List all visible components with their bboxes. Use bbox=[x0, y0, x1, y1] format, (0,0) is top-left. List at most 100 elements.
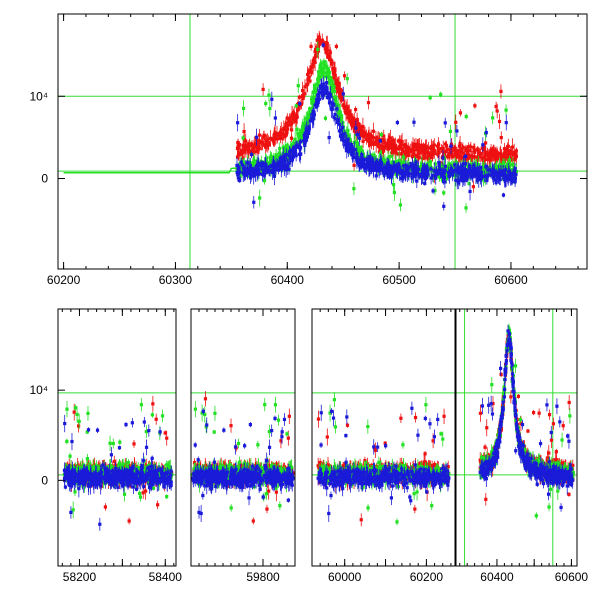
top-red-point bbox=[309, 42, 312, 51]
top-green-point bbox=[352, 182, 355, 195]
top-red-marker bbox=[482, 147, 485, 150]
top-green-marker bbox=[399, 203, 402, 206]
top-red-marker bbox=[306, 83, 309, 86]
top-green-point bbox=[465, 114, 468, 120]
top-red-marker bbox=[236, 141, 239, 144]
top-red-marker bbox=[444, 142, 447, 145]
top-blue-marker bbox=[287, 168, 290, 171]
top-red-marker bbox=[291, 113, 294, 116]
top-red-marker bbox=[376, 140, 379, 143]
top-red-marker bbox=[505, 151, 508, 154]
top-red-marker bbox=[487, 157, 490, 160]
top-green-marker bbox=[311, 101, 314, 104]
top-red-marker bbox=[472, 185, 475, 188]
top-red-marker bbox=[343, 106, 346, 109]
top-green-point bbox=[268, 100, 271, 116]
top-green-point bbox=[258, 190, 261, 207]
top-red-marker bbox=[503, 155, 506, 158]
top-green-marker bbox=[295, 104, 298, 107]
top-green-marker bbox=[502, 161, 505, 164]
top-green-marker bbox=[380, 133, 383, 136]
top-green-point bbox=[267, 89, 270, 102]
top-red-marker bbox=[306, 73, 309, 76]
top-red-marker bbox=[264, 146, 267, 149]
top-green-point bbox=[491, 112, 494, 125]
top-red-marker bbox=[498, 120, 501, 123]
top-blue-point bbox=[274, 110, 277, 125]
top-red-marker bbox=[269, 137, 272, 140]
top-blue-marker bbox=[441, 156, 444, 159]
top-red-marker bbox=[466, 150, 469, 153]
top-red-marker bbox=[459, 111, 462, 114]
top-green-marker bbox=[252, 163, 255, 166]
top-red-marker bbox=[309, 45, 312, 48]
top-red-marker bbox=[242, 130, 245, 133]
top-red-marker bbox=[337, 90, 340, 93]
top-green-point bbox=[359, 145, 362, 149]
top-red-point bbox=[275, 126, 278, 144]
top-blue-marker bbox=[250, 153, 253, 156]
top-red-marker bbox=[451, 155, 454, 158]
top-red-marker bbox=[391, 151, 394, 154]
top-green-marker bbox=[294, 138, 297, 141]
top-blue-marker bbox=[354, 127, 357, 130]
top-red-marker bbox=[408, 150, 411, 153]
top-red-marker bbox=[420, 148, 423, 151]
top-red-marker bbox=[247, 150, 250, 153]
top-blue-marker bbox=[502, 193, 505, 196]
top-red-marker bbox=[354, 108, 357, 111]
top-red-marker bbox=[458, 142, 461, 145]
top-blue-marker bbox=[274, 116, 277, 119]
top-green-marker bbox=[320, 69, 323, 72]
top-red-marker bbox=[347, 107, 350, 110]
top-red-marker bbox=[253, 143, 256, 146]
top-red-marker bbox=[405, 152, 408, 155]
top-green-marker bbox=[324, 65, 327, 68]
top-green-marker bbox=[434, 162, 437, 165]
top-red-marker bbox=[332, 69, 335, 72]
top-green-marker bbox=[242, 136, 245, 139]
top-red-marker bbox=[258, 134, 261, 137]
top-green-point bbox=[449, 125, 452, 138]
top-red-marker bbox=[447, 154, 450, 157]
top-green-marker bbox=[305, 117, 308, 120]
top-green-marker bbox=[242, 107, 245, 110]
top-red-marker bbox=[352, 164, 355, 167]
top-red-marker bbox=[335, 45, 338, 48]
top-green-marker bbox=[504, 108, 507, 111]
top-red-point bbox=[473, 103, 476, 109]
top-green-marker bbox=[316, 82, 319, 85]
top-green-marker bbox=[297, 84, 300, 87]
top-red-marker bbox=[454, 121, 457, 124]
top-red-marker bbox=[494, 151, 497, 154]
top-red-marker bbox=[285, 131, 288, 134]
top-green-point bbox=[464, 203, 467, 213]
top-red-marker bbox=[301, 89, 304, 92]
top-red-point bbox=[472, 181, 475, 193]
top-red-marker bbox=[314, 55, 317, 58]
top-green-marker bbox=[317, 70, 320, 73]
top-green-marker bbox=[324, 117, 327, 120]
top-green-marker bbox=[392, 183, 395, 186]
top-red-marker bbox=[244, 144, 247, 147]
top-blue-marker bbox=[252, 201, 255, 204]
top-red-marker bbox=[473, 149, 476, 152]
top-red-marker bbox=[500, 136, 503, 139]
top-red-marker bbox=[414, 154, 417, 157]
top-red-marker bbox=[327, 52, 330, 55]
top-green-marker bbox=[464, 206, 467, 209]
top-red-marker bbox=[367, 101, 370, 104]
top-red-point bbox=[367, 96, 370, 109]
top-red-marker bbox=[473, 104, 476, 107]
top-green-marker bbox=[402, 155, 405, 158]
top-green-marker bbox=[465, 115, 468, 118]
top-red-marker bbox=[272, 138, 275, 141]
top-red-marker bbox=[392, 139, 395, 142]
top-blue-point bbox=[252, 196, 255, 208]
top-red-marker bbox=[372, 130, 375, 133]
top-red-marker bbox=[237, 151, 240, 154]
top-red-marker bbox=[280, 128, 283, 131]
top-red-point bbox=[244, 143, 247, 148]
top-red-marker bbox=[493, 155, 496, 158]
